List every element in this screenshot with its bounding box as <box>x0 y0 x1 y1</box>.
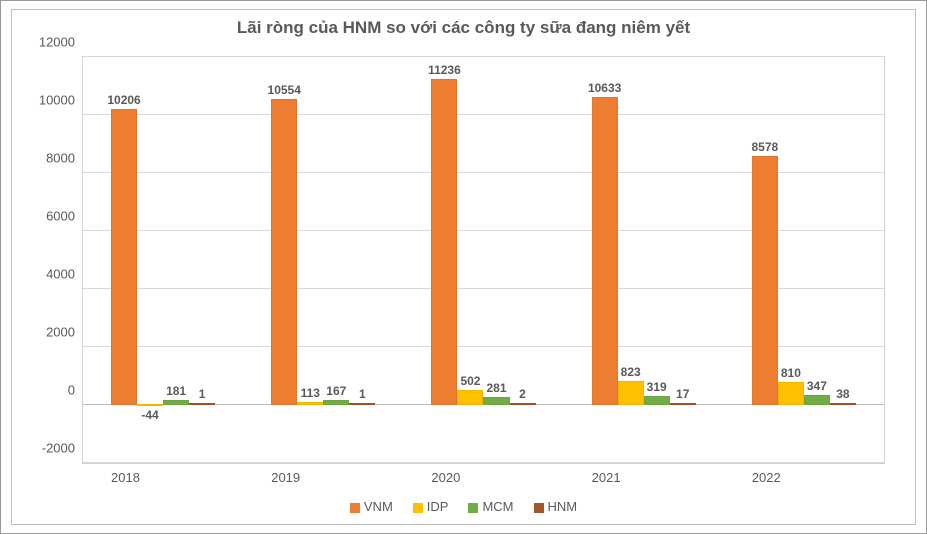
legend-item-MCM: MCM <box>468 499 513 514</box>
bar-value-label: 2 <box>519 387 526 401</box>
bar-group: 201810206-441811 <box>83 57 243 463</box>
legend: VNM IDP MCM HNM <box>12 499 915 514</box>
bar-MCM: 167 <box>323 400 349 405</box>
x-tick-label: 2022 <box>752 470 781 485</box>
bar-value-label: 502 <box>460 374 480 388</box>
bar-value-label: 347 <box>807 379 827 393</box>
bar-value-label: 181 <box>166 384 186 398</box>
bar-group: 20211063382331917 <box>564 57 724 463</box>
bar-value-label: 1 <box>199 387 206 401</box>
bar-HNM: 1 <box>349 403 375 405</box>
chart-frame: Lãi ròng của HNM so với các công ty sữa … <box>11 9 916 525</box>
legend-swatch <box>468 503 478 513</box>
legend-item-VNM: VNM <box>350 499 393 514</box>
legend-swatch <box>350 503 360 513</box>
bar-HNM: 38 <box>830 403 856 405</box>
legend-item-HNM: HNM <box>534 499 578 514</box>
bar-group: 2019105541131671 <box>243 57 403 463</box>
y-tick-label: 4000 <box>25 267 75 282</box>
bar-VNM: 8578 <box>752 156 778 405</box>
bar-IDP: 810 <box>778 382 804 405</box>
x-tick-label: 2021 <box>592 470 621 485</box>
plot-area: -200002000400060008000100001200020181020… <box>82 56 885 464</box>
bar-MCM: 347 <box>804 395 830 405</box>
legend-swatch <box>413 503 423 513</box>
bar-value-label: 10206 <box>107 93 140 107</box>
bar-value-label: 10633 <box>588 81 621 95</box>
x-tick-label: 2020 <box>431 470 460 485</box>
bar-value-label: 11236 <box>428 63 461 77</box>
y-tick-label: 6000 <box>25 209 75 224</box>
bar-HNM: 2 <box>510 403 536 405</box>
bar-HNM: 1 <box>189 403 215 405</box>
bar-value-label: 167 <box>326 384 346 398</box>
bar-value-label: 319 <box>647 380 667 394</box>
x-tick-label: 2018 <box>111 470 140 485</box>
bar-IDP: 113 <box>297 402 323 405</box>
y-tick-label: 2000 <box>25 325 75 340</box>
bar-VNM: 10633 <box>592 97 618 405</box>
chart-title: Lãi ròng của HNM so với các công ty sữa … <box>12 10 915 38</box>
bar-MCM: 281 <box>483 397 509 405</box>
bar-VNM: 11236 <box>431 79 457 405</box>
legend-item-IDP: IDP <box>413 499 449 514</box>
bar-value-label: 8578 <box>751 140 778 154</box>
legend-swatch <box>534 503 544 513</box>
bar-value-label: 823 <box>621 365 641 379</box>
bar-IDP: 502 <box>457 390 483 405</box>
bar-value-label: 17 <box>676 387 689 401</box>
y-tick-label: 10000 <box>25 93 75 108</box>
bar-IDP: 823 <box>618 381 644 405</box>
bar-value-label: -44 <box>141 408 158 422</box>
bar-IDP: -44 <box>137 404 163 406</box>
bar-value-label: 281 <box>486 381 506 395</box>
bar-VNM: 10554 <box>271 99 297 405</box>
legend-label: VNM <box>364 499 393 514</box>
legend-label: HNM <box>548 499 578 514</box>
bar-group: 2022857881034738 <box>724 57 884 463</box>
legend-label: MCM <box>482 499 513 514</box>
bar-MCM: 319 <box>644 396 670 405</box>
bar-VNM: 10206 <box>111 109 137 405</box>
bar-value-label: 10554 <box>268 83 301 97</box>
y-tick-label: -2000 <box>25 441 75 456</box>
legend-label: IDP <box>427 499 449 514</box>
x-tick-label: 2019 <box>271 470 300 485</box>
bar-HNM: 17 <box>670 403 696 405</box>
bar-value-label: 1 <box>359 387 366 401</box>
y-tick-label: 8000 <box>25 151 75 166</box>
bar-value-label: 810 <box>781 366 801 380</box>
bar-value-label: 113 <box>301 386 320 400</box>
y-tick-label: 0 <box>25 383 75 398</box>
bar-value-label: 38 <box>836 387 849 401</box>
y-tick-label: 12000 <box>25 35 75 50</box>
bar-MCM: 181 <box>163 400 189 405</box>
bar-group: 2020112365022812 <box>403 57 563 463</box>
